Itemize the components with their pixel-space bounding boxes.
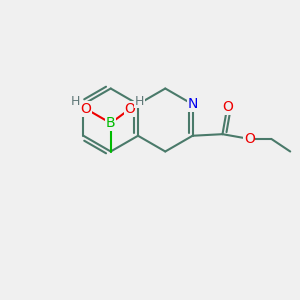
Text: O: O: [124, 102, 135, 116]
Text: N: N: [188, 97, 198, 111]
Text: O: O: [81, 102, 92, 116]
Text: O: O: [244, 132, 255, 146]
Text: O: O: [222, 100, 232, 114]
Text: H: H: [70, 94, 80, 108]
Text: B: B: [106, 116, 116, 130]
Text: H: H: [135, 94, 144, 108]
